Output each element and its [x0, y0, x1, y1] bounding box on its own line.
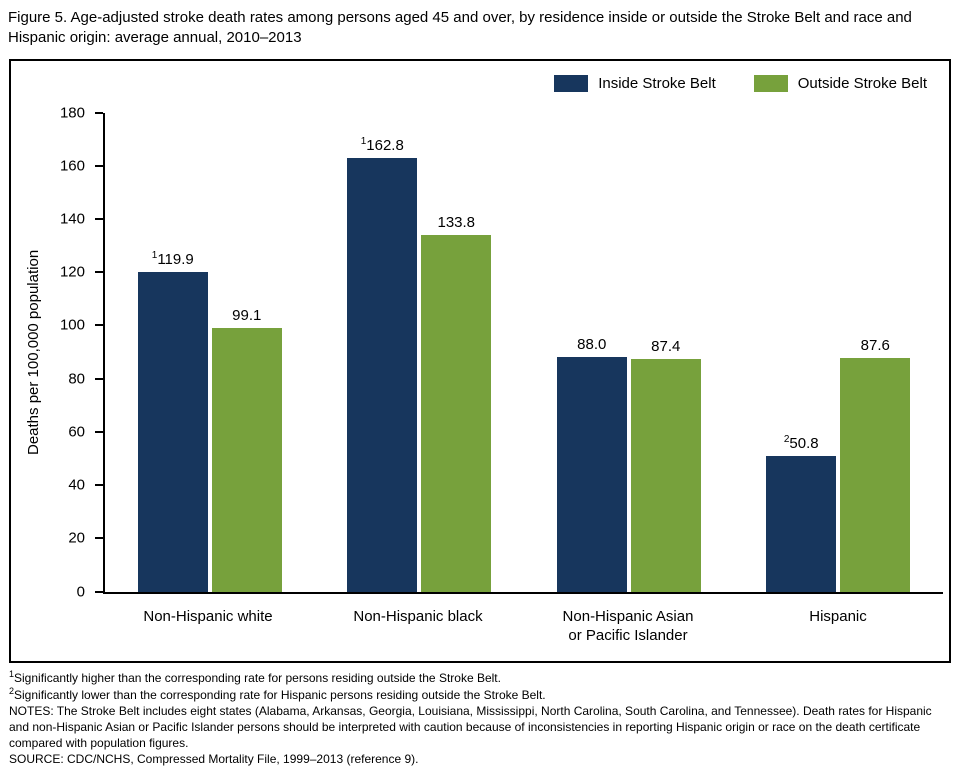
y-tick-mark [95, 164, 103, 167]
bar-group: 1162.8 133.8 [315, 113, 525, 592]
footnote-line: SOURCE: CDC/NCHS, Compressed Mortality F… [9, 751, 419, 766]
legend-item: Inside Stroke Belt [554, 74, 716, 92]
y-tick-mark [95, 430, 103, 433]
x-category-label: Hispanic [809, 607, 867, 625]
bar: 87.6 [840, 337, 911, 592]
y-tick-mark [95, 324, 103, 327]
significance-marker: 1 [360, 136, 367, 148]
y-tick-mark [95, 537, 103, 540]
bar-value-label: 88.0 [577, 336, 607, 354]
legend-swatch [554, 74, 589, 92]
y-tick-mark [95, 217, 103, 220]
bar-group: 250.8 87.6 [734, 113, 944, 592]
bar-value-label: 99.1 [232, 306, 262, 324]
y-tick-label: 160 [59, 157, 85, 175]
bar: 1119.9 [137, 250, 208, 592]
bar-value-label: 87.6 [860, 337, 890, 355]
bar: 1162.8 [347, 136, 418, 592]
footnote-line: 1Significantly higher than the correspon… [9, 668, 501, 685]
y-axis-tick-labels: 0 20 40 60 80 100 120 140 160 180 [51, 104, 95, 600]
y-tick-label: 140 [59, 210, 85, 228]
legend-item: Outside Stroke Belt [753, 74, 927, 92]
chart-area: Inside Stroke Belt Outside Stroke Belt De… [9, 58, 951, 663]
footnote-marker: 2 [9, 686, 15, 697]
significance-marker: 2 [783, 434, 790, 446]
y-tick-label: 0 [76, 583, 85, 600]
x-category-label: Non-Hispanic white [143, 607, 273, 625]
bar-groups: 1119.9 99.1 1162.8 133.8 88.0 87.4 250.8 87.6 [105, 113, 943, 592]
y-tick-mark [95, 271, 103, 274]
bar-group: 1119.9 99.1 [105, 113, 315, 592]
legend-label: Inside Stroke Belt [598, 74, 716, 92]
footnote-line: 2Significantly lower than the correspond… [9, 686, 546, 703]
y-tick-label: 120 [59, 263, 85, 281]
bar-group: 88.0 87.4 [524, 113, 734, 592]
x-category-label: Non-Hispanic Asian or Pacific Islander [562, 607, 694, 645]
y-tick-mark [95, 111, 103, 114]
bar-value-label: 133.8 [437, 214, 476, 232]
x-category-label: Non-Hispanic black [353, 607, 483, 625]
bar: 250.8 [766, 434, 837, 592]
y-tick-label: 180 [59, 104, 85, 121]
legend-label: Outside Stroke Belt [797, 74, 927, 92]
bar: 87.4 [630, 338, 701, 592]
y-tick-label: 60 [68, 423, 85, 441]
bar-value-label: 1119.9 [151, 250, 194, 269]
y-tick-label: 100 [59, 316, 85, 334]
footnote-line: NOTES: The Stroke Belt includes eight st… [9, 704, 932, 750]
figure-title: Figure 5. Age-adjusted stroke death rate… [8, 9, 912, 47]
bar: 133.8 [421, 214, 492, 592]
footnotes: 1Significantly higher than the correspon… [9, 669, 951, 768]
bar-value-label: 87.4 [651, 337, 681, 355]
x-axis-category-labels: Non-Hispanic white Non-Hispanic black Non-… [103, 607, 943, 646]
legend-swatch [753, 74, 788, 92]
footnote-marker: 1 [9, 668, 15, 679]
bar-value-label: 1162.8 [360, 136, 404, 155]
significance-marker: 1 [151, 250, 158, 262]
y-tick-label: 40 [68, 476, 85, 494]
y-tick-label: 80 [68, 370, 85, 388]
y-tick-mark [95, 377, 103, 380]
bar: 99.1 [211, 307, 282, 592]
y-tick-mark [95, 590, 103, 593]
plot-area: 1119.9 99.1 1162.8 133.8 88.0 87.4 250.8 87.6 [95, 111, 943, 594]
y-tick-label: 20 [68, 529, 85, 547]
bar-value-label: 250.8 [783, 434, 819, 453]
y-axis-title: Deaths per 100,000 population [25, 249, 42, 455]
y-tick-mark [95, 484, 103, 487]
legend: Inside Stroke Belt Outside Stroke Belt [554, 74, 927, 92]
bar: 88.0 [556, 336, 627, 592]
